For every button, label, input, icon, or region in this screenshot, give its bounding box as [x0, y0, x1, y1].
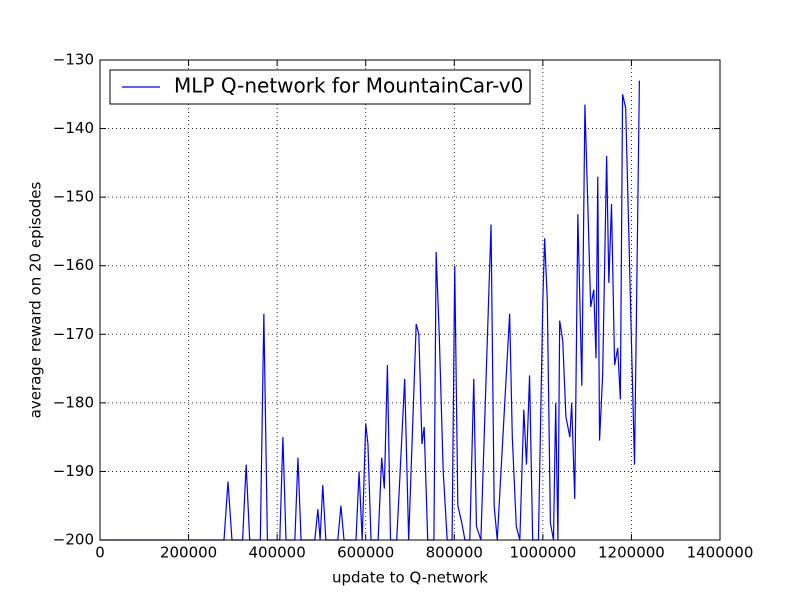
x-tick-label: 1400000: [687, 544, 754, 562]
x-tick-label: 400000: [249, 544, 306, 562]
x-tick-label: 1000000: [509, 544, 576, 562]
y-tick-label: −170: [53, 325, 94, 343]
x-tick-label: 600000: [337, 544, 394, 562]
y-tick-label: −180: [53, 393, 94, 411]
x-axis-label: update to Q-network: [332, 569, 488, 587]
legend-box: [109, 69, 531, 105]
y-tick-label: −150: [53, 188, 94, 206]
y-tick-label: −200: [53, 531, 94, 549]
y-tick-label: −140: [53, 119, 94, 137]
y-axis-label: average reward on 20 episodes: [27, 181, 45, 418]
x-tick-label: 1200000: [598, 544, 665, 562]
y-tick-label: −130: [53, 51, 94, 69]
legend-label: MLP Q-network for MountainCar-v0: [174, 74, 523, 98]
data-line: [100, 80, 640, 541]
y-tick-label: −160: [53, 256, 94, 274]
x-tick-label: 800000: [426, 544, 483, 562]
x-tick-label: 200000: [160, 544, 217, 562]
x-tick-label: 0: [95, 544, 105, 562]
plot-frame: [99, 59, 721, 541]
y-tick-label: −190: [53, 462, 94, 480]
